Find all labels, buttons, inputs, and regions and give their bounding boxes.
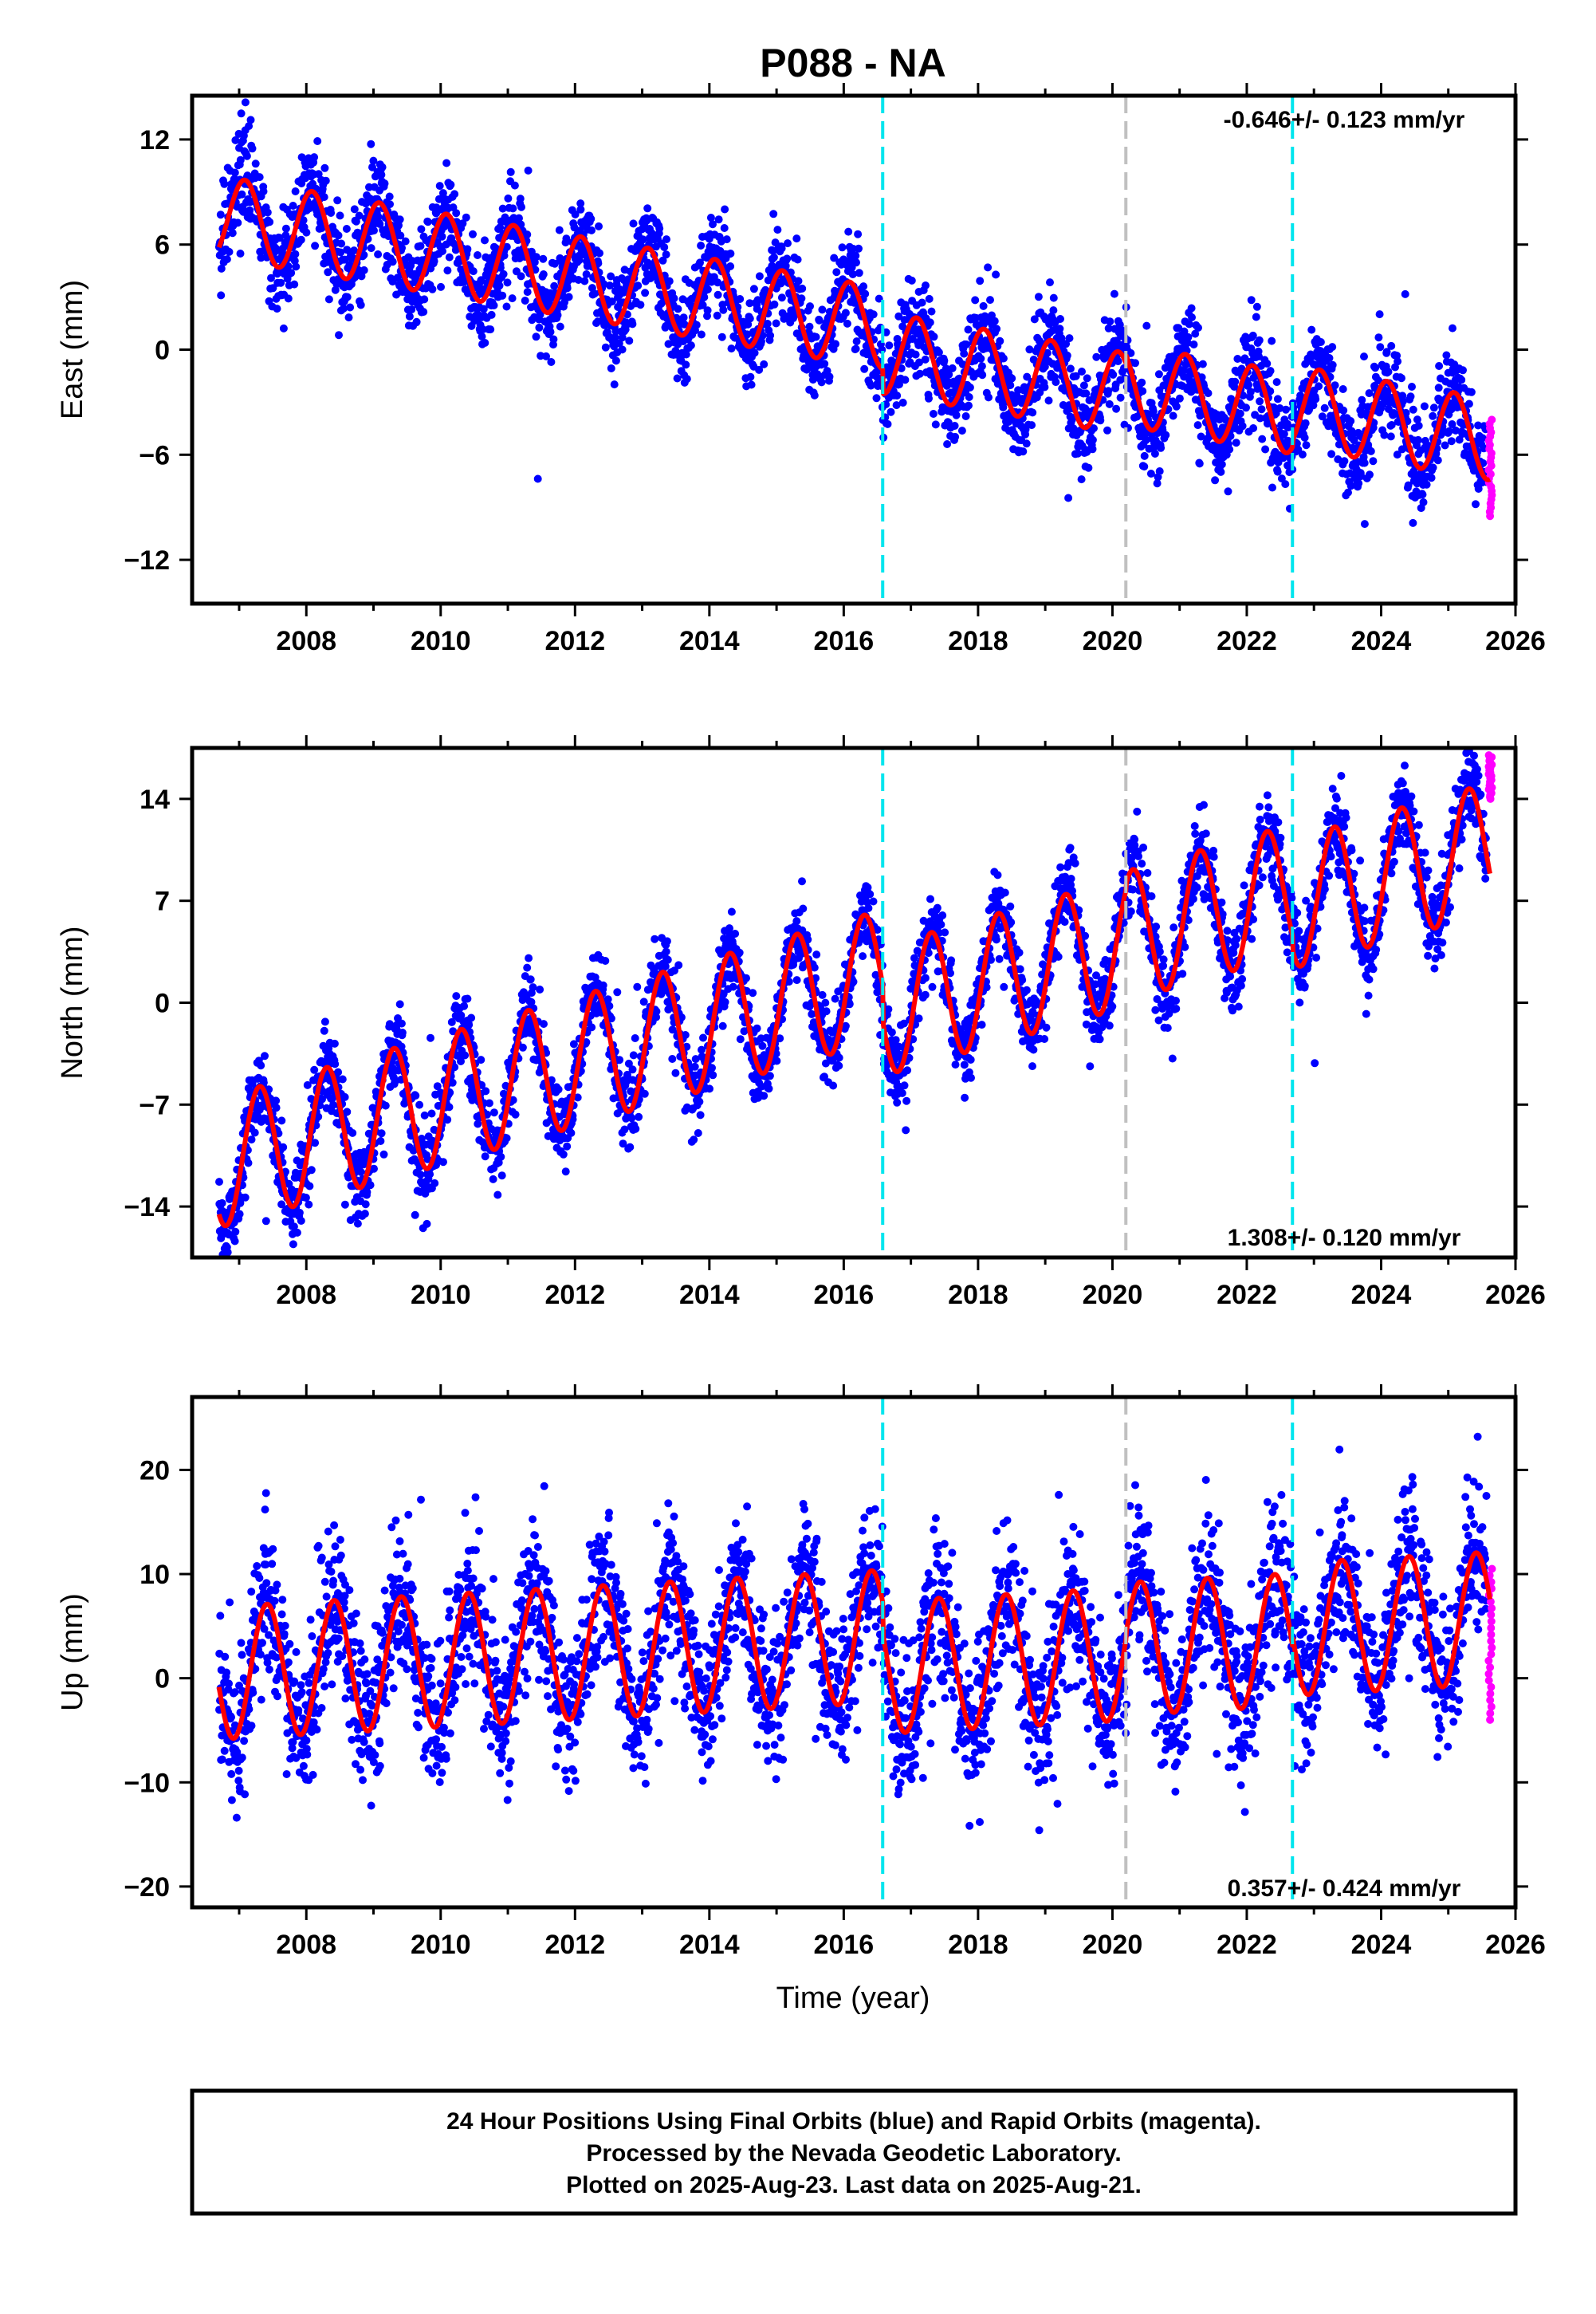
east-xtick-label: 2008 (276, 626, 336, 656)
up-rapid-orbit-dots (1484, 1564, 1496, 1724)
up-frame (190, 1395, 1518, 1910)
up-ytick-label: 20 (140, 1455, 170, 1486)
east-rate-label: -0.646+/- 0.123 mm/yr (1224, 107, 1465, 133)
east-xtick-label: 2010 (411, 626, 471, 656)
north-xtick-label: 2024 (1351, 1280, 1412, 1310)
up-final-orbit-points (215, 1432, 1491, 1835)
east-final-orbit-points (214, 98, 1491, 529)
north-ytick-label: −14 (124, 1192, 170, 1222)
east-y-axis-label: East (mm) (56, 280, 89, 419)
north-xtick-label: 2012 (544, 1280, 605, 1310)
north-rate-label: 1.308+/- 0.120 mm/yr (1228, 1225, 1461, 1251)
north-xtick-label: 2008 (276, 1280, 336, 1310)
east-xtick-label: 2014 (679, 626, 740, 656)
up-ytick-label: −10 (124, 1768, 170, 1798)
up-y-axis-label: Up (mm) (56, 1593, 89, 1711)
up-model-fit-line (216, 1550, 1492, 1741)
x-axis-label: Time (year) (776, 1981, 930, 2015)
east-panel: 2008 2010 2012 2014 2016 2018 2020 2022 2024 2026… (56, 83, 1546, 656)
east-xtick-label: 2024 (1351, 626, 1412, 656)
east-ytick-label: −6 (139, 440, 170, 470)
up-rapid-orbit-points (1484, 1564, 1496, 1724)
north-ytick-label: 0 (155, 989, 170, 1019)
up-ytick-label: 10 (140, 1560, 170, 1590)
up-ytick-label: −20 (124, 1872, 170, 1903)
north-ytick-label: 14 (140, 785, 170, 815)
north-final-orbit-points (215, 748, 1491, 1257)
footer-box: 24 Hour Positions Using Final Orbits (bl… (190, 2088, 1518, 2216)
up-xtick-label: 2022 (1217, 1930, 1277, 1960)
up-xtick-label: 2014 (679, 1930, 740, 1960)
east-xtick-label: 2012 (544, 626, 605, 656)
up-xtick-label: 2024 (1351, 1930, 1412, 1960)
north-y-axis-label: North (mm) (56, 926, 89, 1079)
east-final-orbit-dots (214, 98, 1491, 529)
north-rapid-orbit-points (1484, 751, 1496, 803)
east-ytick-label: −12 (124, 545, 170, 576)
east-xtick-label: 2020 (1083, 626, 1143, 656)
up-xtick-label: 2008 (276, 1930, 336, 1960)
figure-title: P088 - NA (760, 41, 945, 85)
north-rapid-orbit-dots (1484, 751, 1496, 803)
up-rate-label: 0.357+/- 0.424 mm/yr (1228, 1875, 1461, 1902)
north-ytick-label: −7 (139, 1090, 170, 1120)
north-xtick-label: 2010 (411, 1280, 471, 1310)
north-model-fit-line (216, 786, 1492, 1229)
east-ytick-label: 12 (140, 125, 170, 155)
footer-line-2: Processed by the Nevada Geodetic Laborat… (586, 2140, 1121, 2166)
east-xtick-label: 2018 (948, 626, 1008, 656)
up-xtick-label: 2010 (411, 1930, 471, 1960)
up-final-orbit-dots (215, 1432, 1491, 1835)
east-xtick-label: 2016 (814, 626, 875, 656)
north-panel: 2008 2010 2012 2014 2016 2018 2020 2022 2024 2026… (56, 735, 1546, 1310)
east-xtick-label: 2026 (1485, 626, 1546, 656)
east-rapid-orbit-dots (1484, 415, 1496, 521)
up-xtick-label: 2012 (544, 1930, 605, 1960)
north-ytick-label: 7 (155, 887, 170, 917)
north-final-orbit-dots (215, 748, 1491, 1257)
east-rapid-orbit-points (1484, 415, 1496, 521)
east-ytick-label: 0 (155, 336, 170, 366)
east-xtick-label: 2022 (1217, 626, 1277, 656)
up-xtick-label: 2018 (948, 1930, 1008, 1960)
up-xtick-label: 2016 (814, 1930, 875, 1960)
north-xtick-label: 2016 (814, 1280, 875, 1310)
north-xtick-label: 2022 (1217, 1280, 1277, 1310)
north-xtick-label: 2020 (1083, 1280, 1143, 1310)
north-frame (190, 746, 1518, 1260)
footer-line-3: Plotted on 2025-Aug-23. Last data on 202… (566, 2172, 1142, 2198)
up-xtick-label: 2026 (1485, 1930, 1546, 1960)
north-xtick-label: 2018 (948, 1280, 1008, 1310)
east-ytick-label: 6 (155, 230, 170, 261)
up-xtick-label: 2020 (1083, 1930, 1143, 1960)
up-ytick-label: 0 (155, 1664, 170, 1694)
footer-line-1: 24 Hour Positions Using Final Orbits (bl… (446, 2108, 1261, 2135)
north-xtick-label: 2014 (679, 1280, 740, 1310)
up-panel: 2008 2010 2012 2014 2016 2018 2020 2022 2024 2026… (56, 1384, 1546, 1960)
east-model-fit-line (216, 177, 1492, 482)
north-xtick-label: 2026 (1485, 1280, 1546, 1310)
